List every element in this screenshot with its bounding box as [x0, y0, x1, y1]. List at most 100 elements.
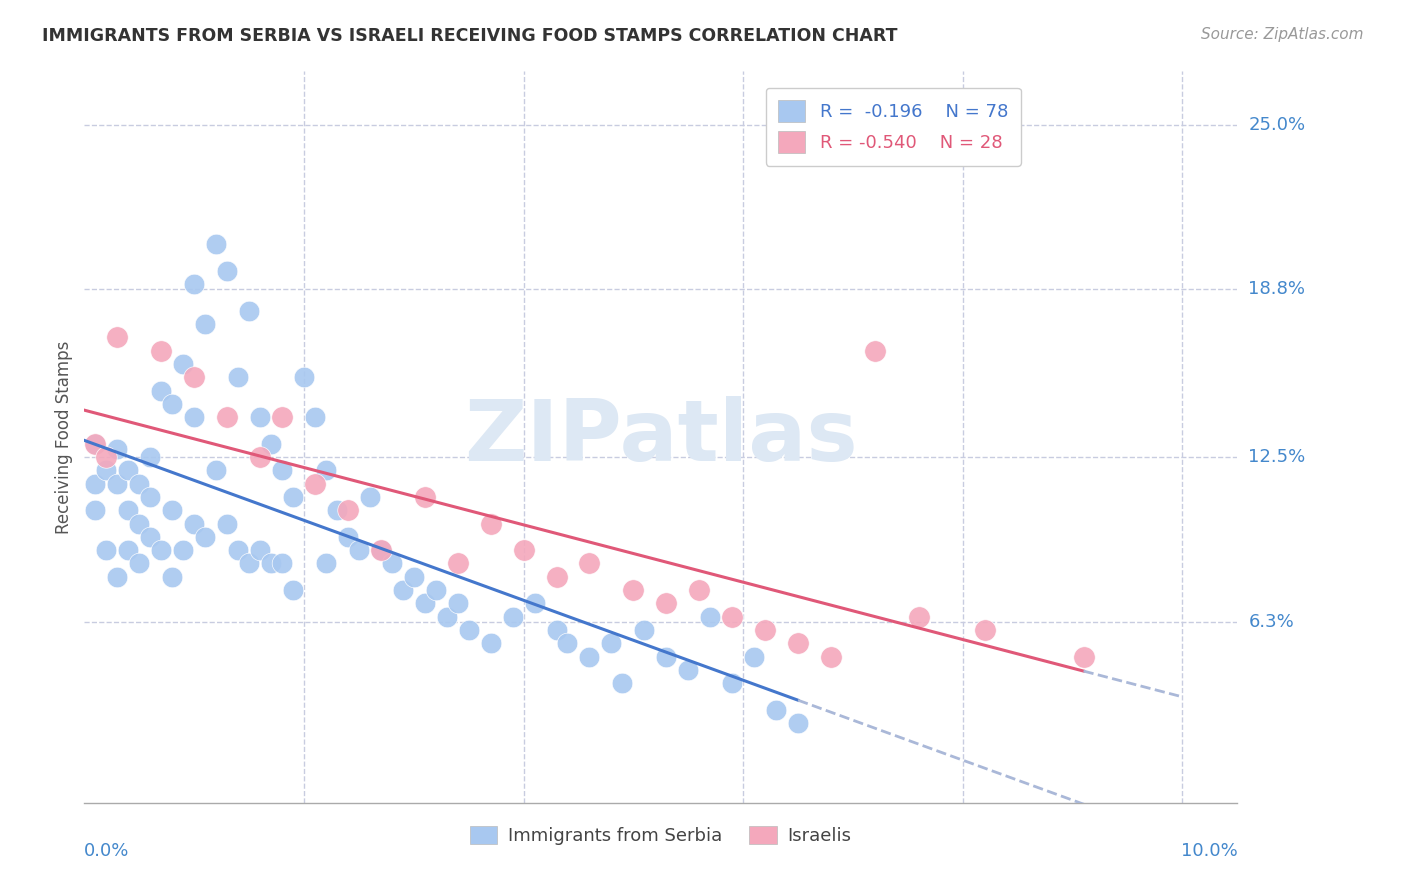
Point [391, 582, 413, 597]
Point [578, 557, 600, 571]
Point [217, 410, 239, 425]
Text: 12.5%: 12.5% [1249, 448, 1306, 466]
Point [194, 317, 217, 331]
Point [150, 343, 173, 358]
Text: 18.8%: 18.8% [1249, 280, 1305, 299]
Point [160, 570, 183, 584]
Point [292, 370, 315, 384]
Point [546, 570, 568, 584]
Point [105, 476, 128, 491]
Point [304, 476, 326, 491]
Point [688, 582, 710, 597]
Point [183, 277, 205, 292]
Text: 25.0%: 25.0% [1249, 116, 1306, 134]
Point [699, 609, 721, 624]
Point [787, 636, 810, 650]
Point [721, 676, 744, 690]
Point [150, 384, 173, 398]
Point [205, 463, 228, 477]
Point [370, 543, 392, 558]
Point [96, 450, 118, 464]
Point [557, 636, 579, 650]
Point [304, 410, 326, 425]
Point [436, 609, 458, 624]
Point [447, 596, 470, 610]
Point [160, 503, 183, 517]
Point [84, 476, 107, 491]
Point [655, 596, 678, 610]
Point [238, 557, 260, 571]
Point [447, 557, 470, 571]
Text: 0.0%: 0.0% [84, 842, 129, 860]
Point [381, 557, 404, 571]
Text: ZIPatlas: ZIPatlas [464, 395, 858, 479]
Point [742, 649, 765, 664]
Point [271, 557, 294, 571]
Point [315, 463, 337, 477]
Point [413, 596, 436, 610]
Point [523, 596, 546, 610]
Point [183, 370, 205, 384]
Point [117, 543, 139, 558]
Point [402, 570, 425, 584]
Point [655, 649, 678, 664]
Point [512, 543, 534, 558]
Point [479, 636, 502, 650]
Point [721, 609, 744, 624]
Point [633, 623, 655, 637]
Point [84, 503, 107, 517]
Legend: Immigrants from Serbia, Israelis: Immigrants from Serbia, Israelis [463, 819, 859, 852]
Point [160, 397, 183, 411]
Point [217, 516, 239, 531]
Point [249, 410, 271, 425]
Point [863, 343, 886, 358]
Point [238, 303, 260, 318]
Point [754, 623, 776, 637]
Point [578, 649, 600, 664]
Point [96, 543, 118, 558]
Point [820, 649, 842, 664]
Point [260, 557, 283, 571]
Point [172, 357, 194, 371]
Point [139, 490, 162, 504]
Point [281, 490, 304, 504]
Text: Source: ZipAtlas.com: Source: ZipAtlas.com [1201, 27, 1364, 42]
Point [183, 516, 205, 531]
Point [105, 442, 128, 456]
Point [271, 410, 294, 425]
Point [359, 490, 381, 504]
Point [315, 557, 337, 571]
Point [413, 490, 436, 504]
Point [172, 543, 194, 558]
Point [96, 463, 118, 477]
Point [457, 623, 479, 637]
Point [271, 463, 294, 477]
Point [336, 503, 359, 517]
Point [370, 543, 392, 558]
Point [105, 570, 128, 584]
Point [183, 410, 205, 425]
Point [139, 450, 162, 464]
Point [139, 530, 162, 544]
Point [765, 703, 787, 717]
Point [84, 436, 107, 450]
Point [336, 530, 359, 544]
Text: 6.3%: 6.3% [1249, 613, 1294, 631]
Point [84, 436, 107, 450]
Text: 10.0%: 10.0% [1181, 842, 1237, 860]
Point [621, 582, 644, 597]
Point [612, 676, 634, 690]
Point [1073, 649, 1095, 664]
Point [502, 609, 524, 624]
Point [226, 543, 249, 558]
Point [600, 636, 623, 650]
Point [205, 237, 228, 252]
Point [281, 582, 304, 597]
Point [117, 503, 139, 517]
Point [479, 516, 502, 531]
Point [249, 450, 271, 464]
Point [128, 476, 150, 491]
Point [226, 370, 249, 384]
Point [973, 623, 995, 637]
Text: IMMIGRANTS FROM SERBIA VS ISRAELI RECEIVING FOOD STAMPS CORRELATION CHART: IMMIGRANTS FROM SERBIA VS ISRAELI RECEIV… [42, 27, 897, 45]
